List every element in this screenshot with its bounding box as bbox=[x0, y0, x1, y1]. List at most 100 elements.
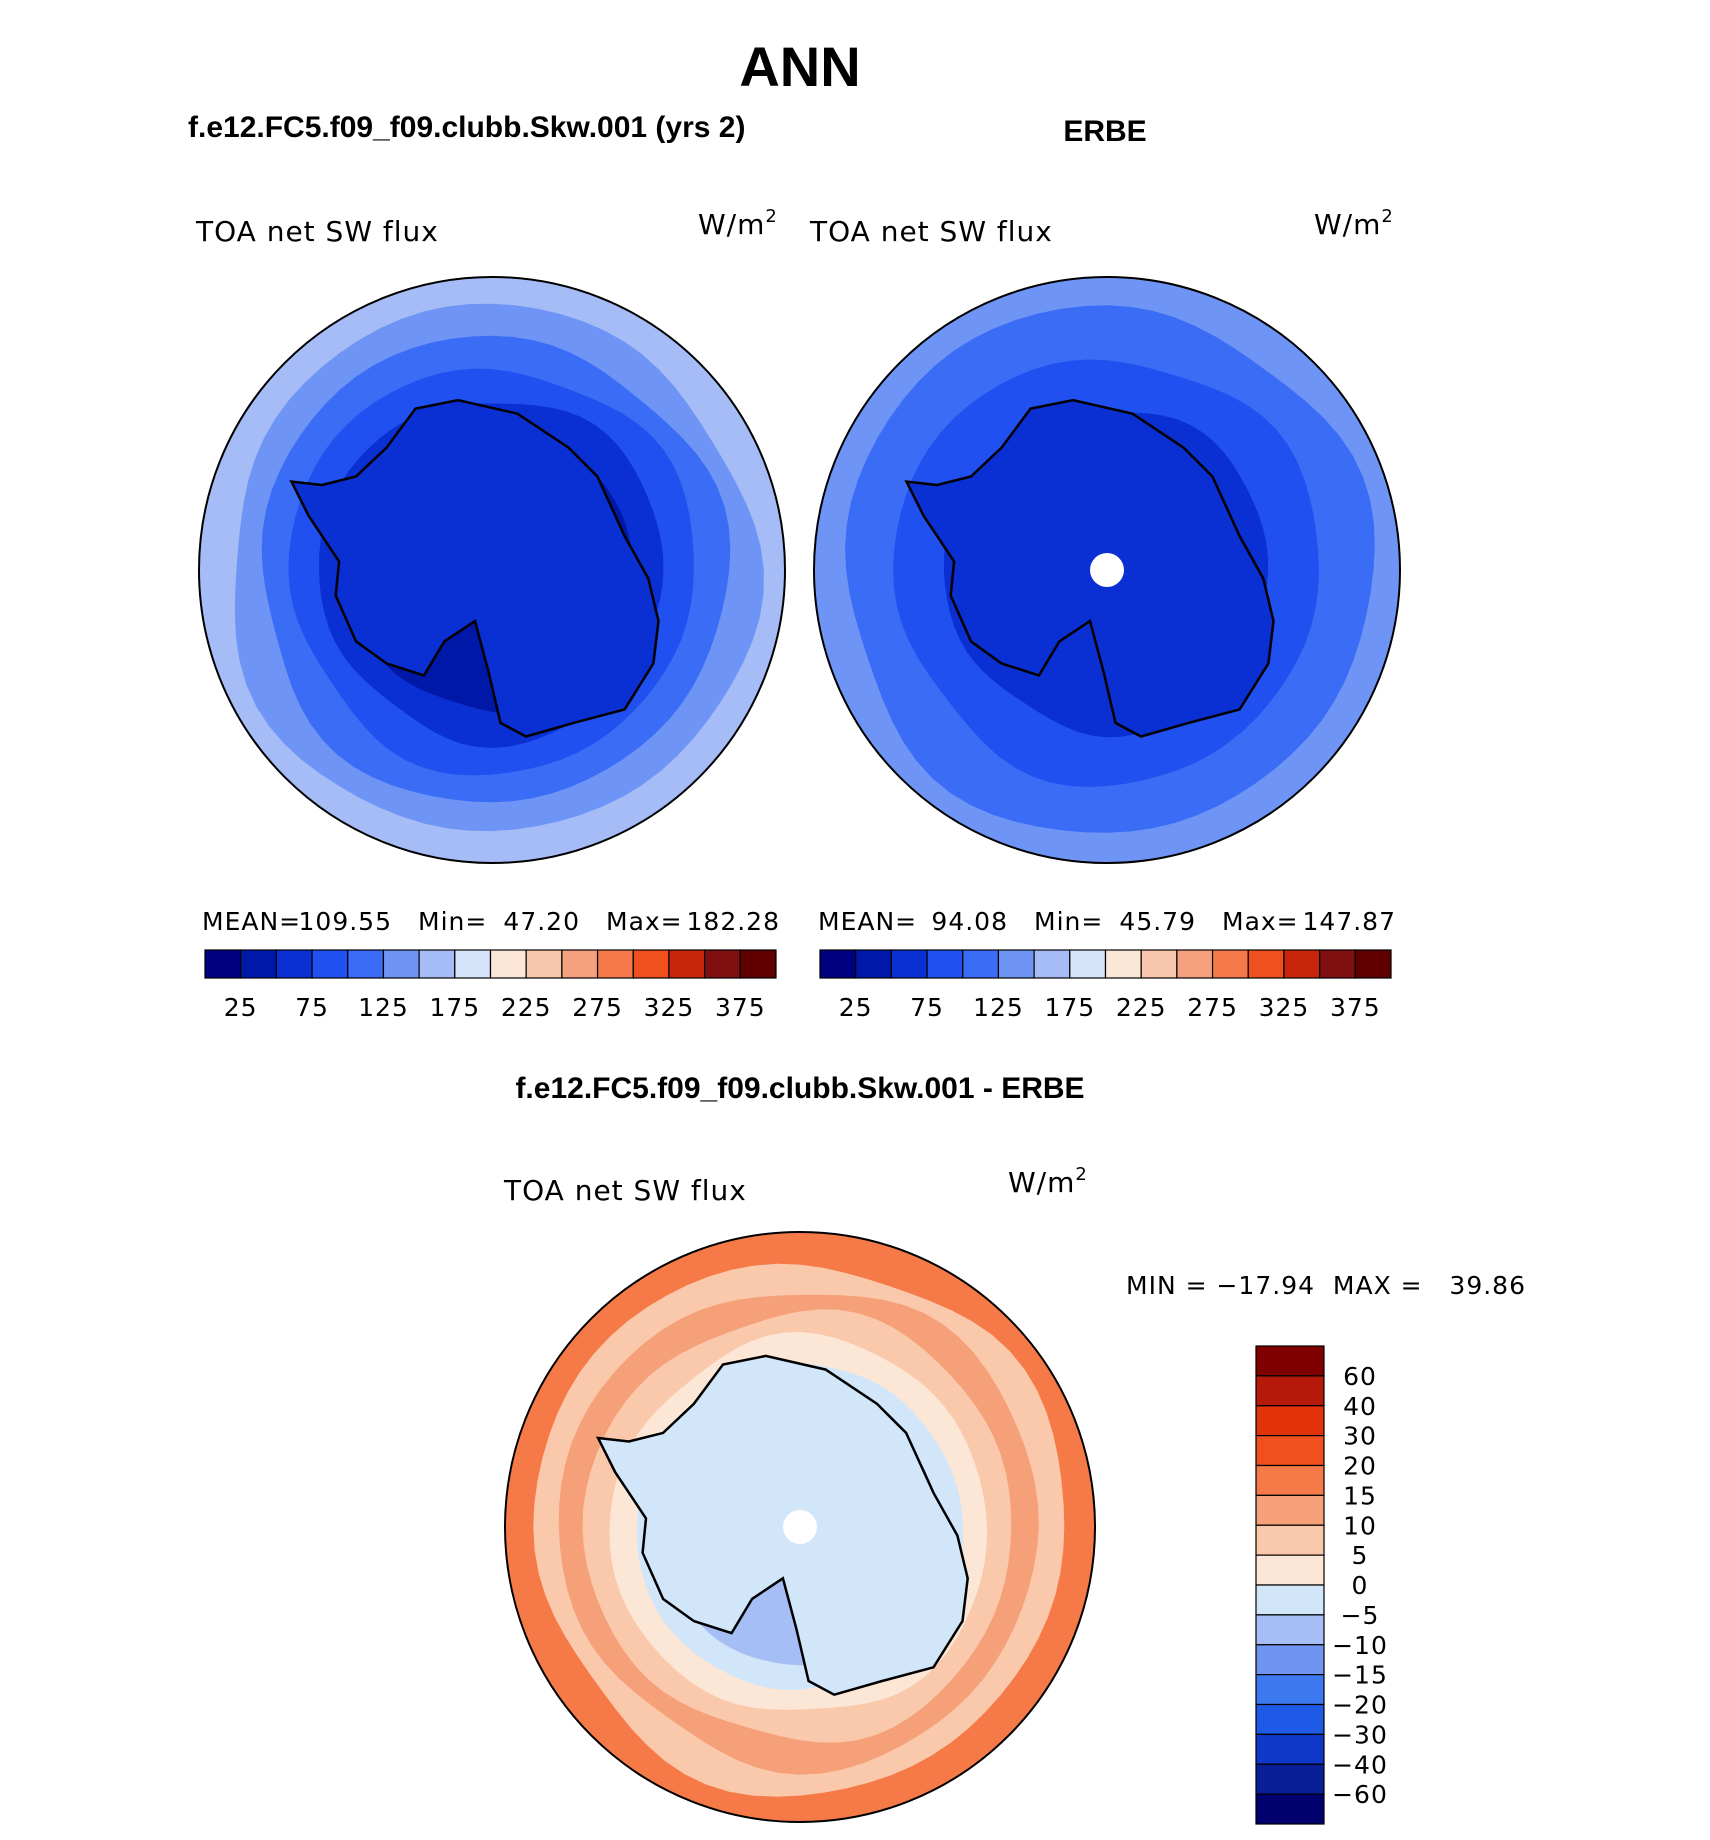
colorbar-tick-label: 30 bbox=[1343, 1422, 1377, 1451]
diff-variable-label: TOA net SW flux bbox=[503, 1174, 747, 1207]
panel2-mean-label: MEAN= bbox=[818, 907, 917, 936]
colorbar-tick-label: 20 bbox=[1343, 1452, 1377, 1481]
colorbar-swatch bbox=[1255, 1435, 1325, 1467]
colorbar-swatch bbox=[1354, 949, 1392, 979]
panel2-colorbar: 25 75 125 175 225 275 325 375 bbox=[819, 949, 1392, 1022]
panel2-title: ERBE bbox=[1063, 115, 1146, 148]
colorbar-swatch bbox=[1104, 949, 1142, 979]
colorbar-tick-label: 75 bbox=[910, 993, 944, 1022]
panel1-variable-label: TOA net SW flux bbox=[195, 215, 439, 248]
colorbar-swatch bbox=[489, 949, 527, 979]
pole-hole bbox=[1090, 553, 1124, 587]
panel2-variable-label: TOA net SW flux bbox=[809, 215, 1053, 248]
colorbar-swatch bbox=[596, 949, 634, 979]
colorbar-swatch bbox=[311, 949, 349, 979]
panel1-stats: MEAN= 109.55 Min= 47.20 Max= 182.28 bbox=[202, 907, 780, 936]
colorbar-tick-label: 325 bbox=[1259, 993, 1310, 1022]
colorbar-swatch bbox=[962, 949, 1000, 979]
colorbar-tick-label: 25 bbox=[224, 993, 258, 1022]
panel1-min-value: 47.20 bbox=[503, 907, 580, 936]
pole-hole bbox=[783, 1510, 817, 1544]
diff-units-label: W/m2 bbox=[1008, 1164, 1088, 1199]
colorbar-swatch bbox=[1255, 1494, 1325, 1526]
colorbar-tick-label: 375 bbox=[1330, 993, 1381, 1022]
colorbar-tick-label: 175 bbox=[429, 993, 480, 1022]
panel1-colorbar: 25 75 125 175 225 275 325 375 bbox=[204, 949, 777, 1022]
colorbar-tick-label: 275 bbox=[572, 993, 623, 1022]
colorbar-tick-label: 25 bbox=[839, 993, 873, 1022]
colorbar-swatch bbox=[1255, 1674, 1325, 1706]
colorbar-swatch bbox=[1255, 1763, 1325, 1795]
colorbar-tick-label: 75 bbox=[295, 993, 329, 1022]
colorbar-swatch bbox=[1255, 1703, 1325, 1735]
diff-panel-title: f.e12.FC5.f09_f09.clubb.Skw.001 - ERBE bbox=[515, 1072, 1084, 1105]
colorbar-swatch bbox=[1247, 949, 1285, 979]
colorbar-tick-label: 125 bbox=[973, 993, 1024, 1022]
colorbar-swatch bbox=[561, 949, 599, 979]
colorbar-tick-label: 40 bbox=[1343, 1392, 1377, 1421]
panel1-units-label: W/m2 bbox=[698, 206, 778, 241]
colorbar-swatch bbox=[1255, 1554, 1325, 1586]
colorbar-tick-label: −10 bbox=[1332, 1631, 1388, 1660]
panel2-units-label: W/m2 bbox=[1314, 206, 1394, 241]
panel1-title: f.e12.FC5.f09_f09.clubb.Skw.001 (yrs 2) bbox=[188, 111, 745, 144]
colorbar-swatch bbox=[1140, 949, 1178, 979]
colorbar-swatch bbox=[525, 949, 563, 979]
colorbar-swatch bbox=[1211, 949, 1249, 979]
colorbar-tick-label: −60 bbox=[1332, 1780, 1388, 1809]
antarctica-coastline bbox=[595, 1354, 969, 1697]
colorbar-tick-label: −5 bbox=[1341, 1601, 1380, 1630]
colorbar-tick-label: −15 bbox=[1332, 1661, 1388, 1690]
colorbar-swatch bbox=[739, 949, 777, 979]
colorbar-swatch bbox=[347, 949, 385, 979]
panel1-max-label: Max= bbox=[606, 907, 683, 936]
panel2-mean-value: 94.08 bbox=[931, 907, 1008, 936]
colorbar-swatch bbox=[668, 949, 706, 979]
colorbar-swatch bbox=[632, 949, 670, 979]
panel1-min-label: Min= bbox=[418, 907, 487, 936]
colorbar-tick-label: 60 bbox=[1343, 1362, 1377, 1391]
colorbar-swatch bbox=[1319, 949, 1356, 979]
panel2-min-label: Min= bbox=[1034, 907, 1103, 936]
colorbar-swatch bbox=[1255, 1405, 1325, 1437]
colorbar-swatch bbox=[1255, 1644, 1325, 1676]
colorbar-tick-label: −40 bbox=[1332, 1750, 1388, 1779]
colorbar-swatch bbox=[1176, 949, 1214, 979]
colorbar-tick-label: 175 bbox=[1044, 993, 1095, 1022]
colorbar-swatch bbox=[1255, 1524, 1325, 1556]
colorbar-swatch bbox=[890, 949, 928, 979]
colorbar-tick-label: 375 bbox=[715, 993, 766, 1022]
panel1-polar-map bbox=[198, 276, 786, 864]
colorbar-swatch bbox=[275, 949, 313, 979]
panel2-max-label: Max= bbox=[1222, 907, 1299, 936]
colorbar-tick-label: 225 bbox=[1116, 993, 1167, 1022]
colorbar-swatch bbox=[926, 949, 964, 979]
colorbar-tick-label: 275 bbox=[1187, 993, 1238, 1022]
colorbar-tick-label: 325 bbox=[644, 993, 695, 1022]
diff-min-max-label: MIN = −17.94 MAX = 39.86 bbox=[1126, 1271, 1526, 1300]
colorbar-tick-label: 10 bbox=[1343, 1511, 1377, 1540]
colorbar-swatch bbox=[997, 949, 1035, 979]
colorbar-swatch bbox=[819, 949, 857, 979]
colorbar-swatch bbox=[855, 949, 892, 979]
colorbar-swatch bbox=[1255, 1614, 1325, 1646]
figure-title: ANN bbox=[739, 35, 860, 98]
colorbar-swatch bbox=[418, 949, 456, 979]
colorbar-swatch bbox=[204, 949, 242, 979]
colorbar-swatch bbox=[1255, 1584, 1325, 1616]
panel1-mean-label: MEAN= bbox=[202, 907, 301, 936]
colorbar-swatch bbox=[1255, 1733, 1325, 1765]
panel1-max-value: 182.28 bbox=[687, 907, 780, 936]
colorbar-swatch bbox=[240, 949, 277, 979]
panel2-stats: MEAN= 94.08 Min= 45.79 Max= 147.87 bbox=[818, 907, 1395, 936]
panel2-min-value: 45.79 bbox=[1119, 907, 1196, 936]
colorbar-swatch bbox=[454, 949, 492, 979]
colorbar-tick-label: 0 bbox=[1352, 1571, 1369, 1600]
colorbar-swatch bbox=[1255, 1375, 1325, 1407]
panel2-polar-map bbox=[813, 276, 1401, 864]
diff-polar-map bbox=[504, 1231, 1096, 1823]
colorbar-tick-label: −20 bbox=[1332, 1691, 1388, 1720]
colorbar-swatch bbox=[382, 949, 420, 979]
antarctica-coastline bbox=[289, 398, 660, 738]
